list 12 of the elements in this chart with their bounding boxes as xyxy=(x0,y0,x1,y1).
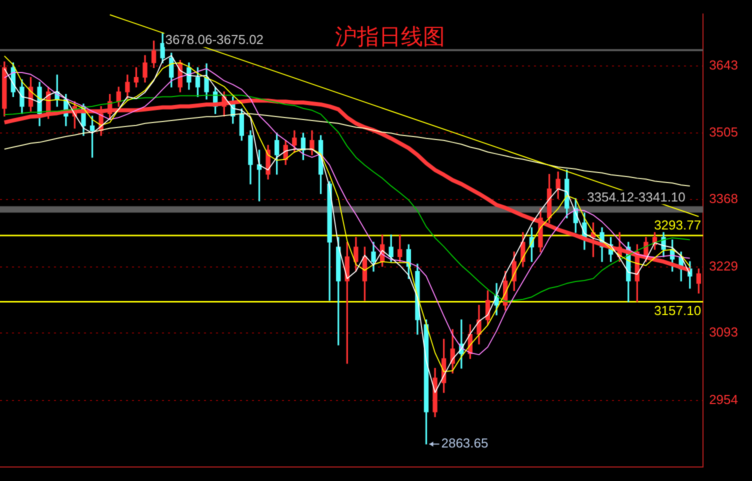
ref-line-label: 3157.10 xyxy=(654,302,702,318)
y-tick-label: 3229 xyxy=(709,258,738,274)
y-tick-label: 3643 xyxy=(709,58,738,73)
band-label: 3678.06-3675.02 xyxy=(165,32,264,48)
annotation: 2863.65 xyxy=(441,436,488,451)
y-tick-label: 2954 xyxy=(709,392,738,407)
ref-line-label: 3293.77 xyxy=(654,218,702,233)
text: 沪指日线图 xyxy=(335,24,446,50)
y-tick-label: 3368 xyxy=(709,191,738,206)
y-tick-label: 3505 xyxy=(709,124,738,140)
y-tick-label: 3093 xyxy=(709,324,738,340)
band-label: 3354.12-3341.10 xyxy=(587,189,686,204)
